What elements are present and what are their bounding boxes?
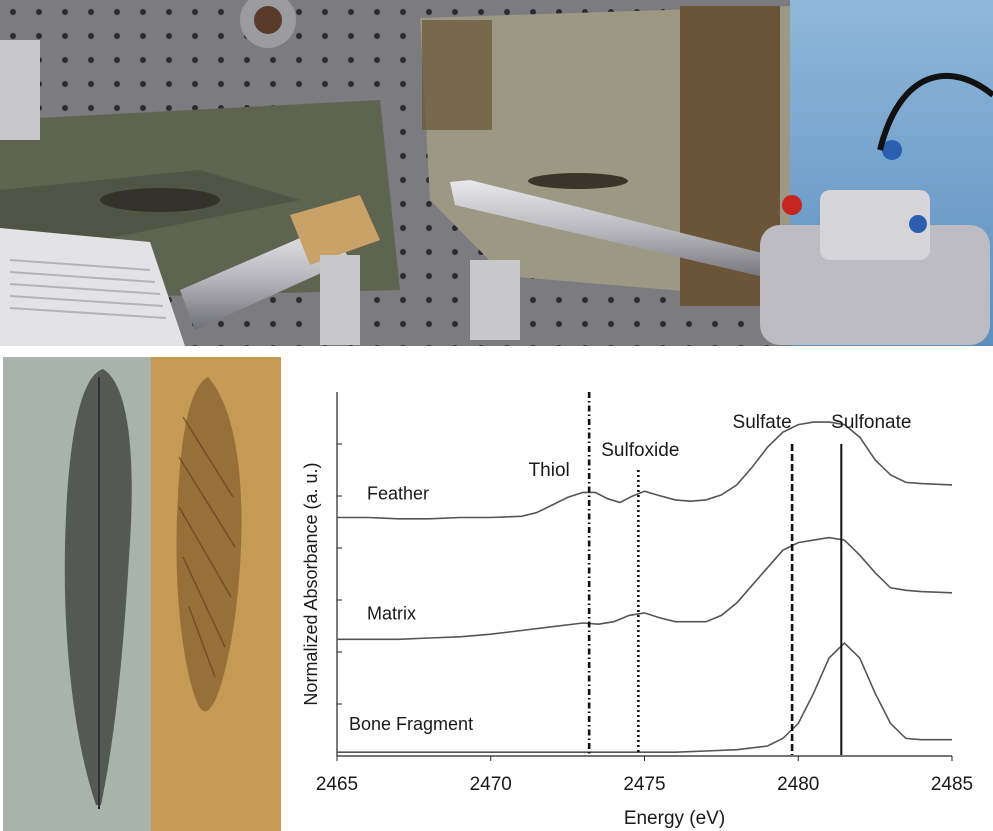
- series-line-bone-fragment: [337, 643, 952, 752]
- ref-label-sulfonate: Sulfonate: [831, 412, 911, 433]
- x-tick-label: 2475: [623, 774, 665, 795]
- chart-labels: Feather Matrix Bone Fragment Thiol Sulfoxide…: [349, 412, 911, 734]
- xanes-chart: 2465 2470 2475 2480 2485 Energy (eV) Normalize…: [285, 350, 993, 831]
- y-axis-label: Normalized Absorbance (a. u.): [301, 462, 321, 705]
- ref-label-thiol: Thiol: [529, 460, 570, 481]
- x-tick-label: 2480: [777, 774, 819, 795]
- x-axis-label: Energy (eV): [624, 808, 725, 829]
- ref-label-sulfoxide: Sulfoxide: [601, 440, 679, 461]
- series-label: Bone Fragment: [349, 714, 473, 734]
- chart-curves: [337, 422, 952, 752]
- x-tick-label: 2470: [470, 774, 512, 795]
- beamline-photo-drawing: [0, 0, 993, 346]
- series-label: Feather: [367, 484, 429, 504]
- fossil-feather-photo: [3, 357, 281, 831]
- ref-label-sulfate: Sulfate: [733, 412, 792, 433]
- fossil-feather-drawing: [3, 357, 281, 831]
- xanes-chart-svg: 2465 2470 2475 2480 2485 Energy (eV) Normalize…: [285, 350, 993, 831]
- series-line-feather: [337, 422, 952, 519]
- series-line-matrix: [337, 538, 952, 640]
- x-tick-label: 2485: [931, 774, 973, 795]
- beamline-photo: [0, 0, 993, 346]
- x-tick-label: 2465: [316, 774, 358, 795]
- series-label: Matrix: [367, 603, 416, 623]
